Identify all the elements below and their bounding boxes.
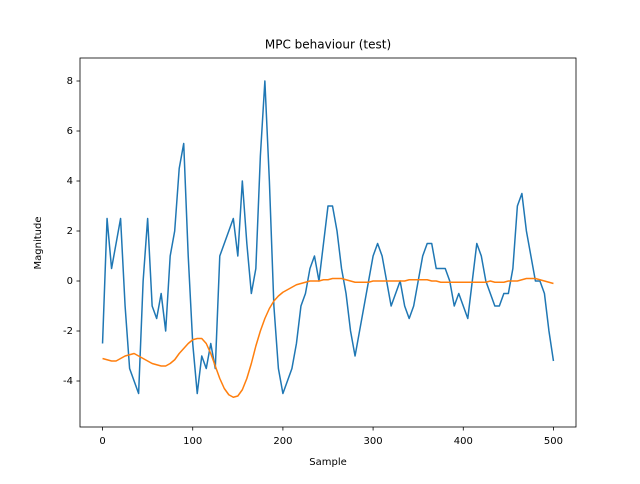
y-tick-label: 4 (67, 176, 73, 187)
x-tick-label: 300 (364, 436, 383, 447)
data-line (101, 80, 555, 395)
x-tick-label: 200 (273, 436, 292, 447)
chart-title: MPC behaviour (test) (265, 38, 391, 52)
x-tick-label: 400 (454, 436, 473, 447)
y-tick-label: -2 (63, 326, 73, 337)
y-tick-label: -4 (63, 376, 73, 387)
x-tick-label: 500 (544, 436, 563, 447)
y-tick-label: 8 (67, 76, 73, 87)
x-axis-label: Sample (309, 457, 347, 468)
y-tick-label: 6 (67, 126, 73, 137)
y-tick-label: 0 (67, 276, 73, 287)
x-tick-label: 100 (183, 436, 202, 447)
y-tick-label: 2 (67, 226, 73, 237)
x-tick-label: 0 (99, 436, 105, 447)
y-axis-label: Magnitude (33, 217, 44, 270)
data-line (102, 277, 554, 398)
plot-frame (79, 57, 577, 428)
